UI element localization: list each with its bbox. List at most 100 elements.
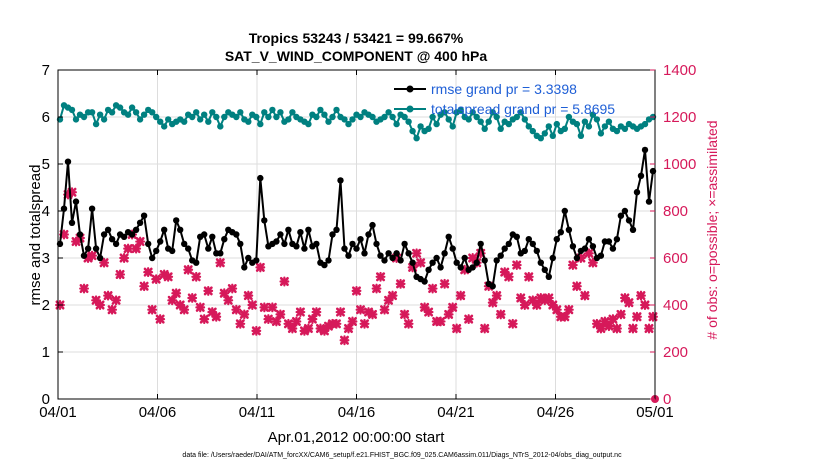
obs-assimilated-point <box>247 300 258 310</box>
totalspread-point <box>369 113 376 121</box>
totalspread-point <box>481 125 488 132</box>
rmse-point <box>161 226 168 233</box>
rmse-point <box>433 254 440 262</box>
totalspread-point <box>100 116 108 123</box>
rmse-point <box>549 254 556 262</box>
obs-assimilated-point <box>179 304 190 315</box>
rmse-point <box>233 231 240 238</box>
y-left-tick-label: 0 <box>42 391 50 408</box>
totalspread-point <box>265 113 272 121</box>
rmse-point <box>397 257 404 264</box>
totalspread-point <box>553 120 560 128</box>
totalspread-point <box>525 123 532 130</box>
rmse-point <box>169 247 176 255</box>
obs-assimilated-point <box>311 307 322 317</box>
rmse-point <box>561 207 568 215</box>
chart-title-line2: SAT_V_WIND_COMPONENT @ 400 hPa <box>225 48 488 64</box>
rmse-point <box>120 233 128 240</box>
x-tick-label: 04/26 <box>537 404 575 421</box>
totalspread-point <box>253 113 260 121</box>
rmse-point <box>393 250 400 257</box>
totalspread-point <box>201 111 208 118</box>
rmse-point <box>469 264 476 271</box>
totalspread-point <box>321 111 328 118</box>
totalspread-point <box>613 127 621 135</box>
totalspread-point <box>289 109 296 116</box>
rmse-point <box>305 226 312 233</box>
y-right-tick-label: 400 <box>663 297 688 314</box>
obs-assimilated-point <box>435 316 446 327</box>
legend-rmse-marker <box>406 85 414 93</box>
rmse-point <box>136 219 144 226</box>
obs-assimilated-point <box>307 314 318 325</box>
totalspread-point <box>116 104 124 111</box>
rmse-point <box>569 243 577 250</box>
totalspread-point <box>221 113 228 121</box>
chart-title-line1: Tropics 53243 / 53421 = 99.667% <box>249 30 464 46</box>
totalspread-point <box>449 123 456 130</box>
obs-assimilated-point <box>559 311 570 322</box>
rmse-point <box>521 247 528 255</box>
obs-assimilated-point <box>371 283 382 294</box>
rmse-point <box>405 250 412 257</box>
rmse-point <box>253 257 260 264</box>
obs-assimilated-point <box>439 278 450 289</box>
obs-assimilated-point <box>628 323 638 334</box>
rmse-point <box>525 236 532 243</box>
rmse-point <box>88 205 96 212</box>
totalspread-point <box>429 113 436 121</box>
totalspread-point <box>505 120 512 128</box>
obs-assimilated-point <box>147 304 158 315</box>
rmse-point <box>153 247 160 255</box>
rmse-point <box>441 250 448 257</box>
obs-assimilated-point <box>563 304 574 315</box>
obs-assimilated-point <box>403 318 414 329</box>
obs-assimilated-point <box>415 257 426 268</box>
totalspread-point <box>489 109 496 116</box>
rmse-point <box>100 231 108 238</box>
y-left-tick-label: 1 <box>42 344 50 361</box>
totalspread-point <box>589 111 597 118</box>
obs-assimilated-point <box>79 283 89 294</box>
obs-assimilated-point <box>359 318 370 329</box>
rmse-point <box>112 240 120 248</box>
obs-assimilated-point <box>259 302 270 313</box>
x-tick-label: 04/06 <box>139 404 177 421</box>
rmse-point <box>533 247 540 255</box>
rmse-point <box>237 240 244 248</box>
obs-assimilated-point <box>139 281 150 292</box>
obs-assimilated-point <box>155 314 166 325</box>
totalspread-point <box>92 120 100 128</box>
totalspread-point <box>597 130 605 137</box>
rmse-point <box>581 245 589 252</box>
totalspread-point <box>357 113 364 121</box>
obs-assimilated-point <box>591 318 602 329</box>
rmse-point <box>501 245 508 252</box>
rmse-point <box>281 240 288 248</box>
totalspread-point <box>469 109 476 116</box>
rmse-point <box>293 243 300 250</box>
rmse-point <box>641 146 649 154</box>
obs-assimilated-point <box>644 323 654 334</box>
rmse-point <box>369 221 376 229</box>
totalspread-point <box>277 109 284 116</box>
rmse-point <box>68 219 76 226</box>
rmse-point <box>557 229 564 236</box>
totalspread-point <box>153 113 160 121</box>
rmse-point <box>181 240 188 248</box>
rmse-point <box>453 259 460 266</box>
obs-assimilated-point <box>183 264 194 275</box>
rmse-point <box>493 257 500 264</box>
obs-assimilated-point <box>379 304 390 315</box>
rmse-point <box>625 217 633 224</box>
totalspread-point <box>561 125 568 132</box>
obs-assimilated-point <box>275 309 286 320</box>
obs-assimilated-point <box>375 271 386 282</box>
obs-assimilated-point <box>143 267 154 278</box>
rmse-point <box>609 245 617 252</box>
totalspread-point <box>88 109 96 116</box>
rmse-point <box>345 252 352 259</box>
totalspread-point <box>389 113 396 121</box>
rmse-point <box>205 245 212 252</box>
obs-assimilated-point <box>135 236 146 247</box>
